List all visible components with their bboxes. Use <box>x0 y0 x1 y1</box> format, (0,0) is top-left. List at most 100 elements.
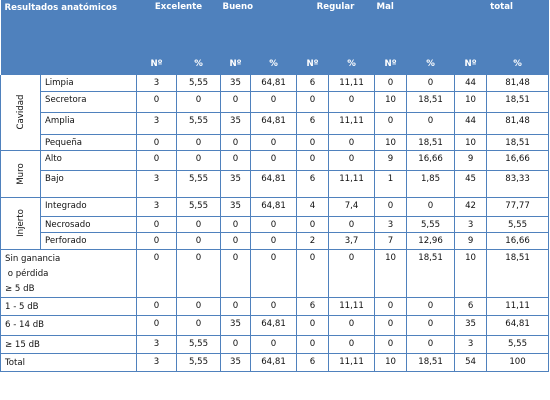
row-group-label: Cavidad <box>15 94 26 130</box>
table-row: Perforado 0 0 0 0 2 3,7 7 12,96 9 16,66 <box>1 232 550 250</box>
table-cell: 3,7 <box>328 232 376 250</box>
table-row: Muro Alto 0 0 0 0 0 0 9 16,66 9 16,66 <box>0 150 550 198</box>
table-cell: 6 <box>296 297 330 316</box>
table-cell: 16,66 <box>486 232 550 250</box>
table-row: Pequeña 0 0 0 0 0 0 10 18,51 10 18,51 <box>1 134 550 151</box>
row-group-label-cell: Injerto <box>0 197 41 250</box>
table-cell: 16,66 <box>486 150 550 171</box>
table-cell: 11,11 <box>328 112 376 135</box>
table-cell: 10 <box>374 249 408 298</box>
table-cell: 0 <box>176 91 222 113</box>
table-row: Secretora 0 0 0 0 0 0 10 18,51 10 18,51 <box>1 91 550 113</box>
table-cell: 0 <box>176 134 222 151</box>
table-cell: 64,81 <box>250 75 298 92</box>
anatomical-results-table: Resultados anatómicos Excelente Bueno Re… <box>0 0 550 372</box>
header-blank <box>1 54 137 75</box>
table-cell: 12,96 <box>406 232 456 250</box>
sub-header: % <box>426 59 435 69</box>
table-cell: 0 <box>250 134 298 151</box>
group-header-excelente: Excelente <box>154 2 203 12</box>
table-cell: 0 <box>220 216 252 233</box>
group-header-regular: Regular <box>316 2 355 12</box>
table-cell: 64,81 <box>250 353 298 372</box>
table-cell: 35 <box>454 315 488 336</box>
sub-header: Nº <box>229 59 242 69</box>
table-row: 1 - 5 dB 0 0 0 0 6 11,11 0 0 6 11,11 <box>0 297 550 316</box>
row-group-label-cell: Muro <box>0 150 41 198</box>
table-cell: 0 <box>296 91 330 113</box>
table-cell: 0 <box>328 249 376 298</box>
table-cell: 18,51 <box>406 249 456 298</box>
row-label: Perforado <box>40 232 137 250</box>
table-cell: 42 <box>454 197 488 217</box>
table-cell: 10 <box>454 249 488 298</box>
table-cell: 0 <box>176 150 222 171</box>
table-cell: 0 <box>250 297 298 316</box>
table-cell: 0 <box>220 150 252 171</box>
table-row: Amplia 3 5,55 35 64,81 6 11,11 0 0 44 81,48 <box>1 112 550 135</box>
table-cell: 0 <box>374 297 408 316</box>
row-label-line: ≥ 5 dB <box>5 283 35 294</box>
table-cell: 64,81 <box>250 315 298 336</box>
row-label: 1 - 5 dB <box>0 297 137 316</box>
table-cell: 5,55 <box>176 75 222 92</box>
table-cell: 0 <box>176 232 222 250</box>
table-cell: 6 <box>296 112 330 135</box>
table-cell: 0 <box>136 249 177 298</box>
table-cell: 100 <box>486 353 550 372</box>
row-label: Sin ganancia o pérdida ≥ 5 dB <box>0 249 137 298</box>
table-row: ≥ 15 dB 3 5,55 0 0 0 0 0 0 3 5,55 <box>0 335 550 354</box>
table-cell: 0 <box>220 134 252 151</box>
row-label: Total <box>0 353 137 372</box>
row-label-line: Sin ganancia <box>5 253 61 264</box>
table-cell: 3 <box>374 216 408 233</box>
table-cell: 11,11 <box>328 75 376 92</box>
row-label-line: o pérdida <box>5 268 49 279</box>
table-cell: 3 <box>136 170 177 198</box>
table-cell: 54 <box>454 353 488 372</box>
sub-header: % <box>513 59 522 69</box>
table-cell: 0 <box>406 297 456 316</box>
row-label: Secretora <box>40 91 137 113</box>
table-cell: 0 <box>406 315 456 336</box>
table-cell: 5,55 <box>176 335 222 354</box>
table-cell: 1 <box>374 170 408 198</box>
row-label-line: 6 - 14 dB <box>5 319 45 330</box>
row-label-line: Total <box>5 357 26 368</box>
table-cell: 35 <box>220 197 252 217</box>
table-cell: 16,66 <box>406 150 456 171</box>
table-cell: 44 <box>454 112 488 135</box>
table-cell: 35 <box>220 170 252 198</box>
table-cell: 0 <box>328 335 376 354</box>
table-cell: 5,55 <box>486 335 550 354</box>
table-cell: 0 <box>296 249 330 298</box>
table-cell: 0 <box>220 335 252 354</box>
table-cell: 0 <box>176 297 222 316</box>
table-cell: 0 <box>250 232 298 250</box>
table-cell: 64,81 <box>250 112 298 135</box>
table-cell: 0 <box>250 249 298 298</box>
table-cell: 3 <box>454 335 488 354</box>
table-cell: 0 <box>296 134 330 151</box>
table-cell: 0 <box>176 216 222 233</box>
table-cell: 11,11 <box>328 170 376 198</box>
table-cell: 0 <box>374 75 408 92</box>
table-row: Injerto Integrado 3 5,55 35 64,81 4 7,4 0 0 42 77,7… <box>0 197 550 250</box>
header-row-sub: Nº % Nº % Nº % Nº % Nº % <box>0 54 549 75</box>
table-cell: 3 <box>136 335 177 354</box>
table-cell: 0 <box>136 216 177 233</box>
table-cell: 4 <box>296 197 330 217</box>
table-cell: 5,55 <box>486 216 550 233</box>
table-cell: 18,51 <box>406 91 456 113</box>
table-cell: 0 <box>136 150 177 171</box>
table-cell: 18,51 <box>406 134 456 151</box>
table-cell: 0 <box>296 315 330 336</box>
table-cell: 64,81 <box>486 315 550 336</box>
row-label: Alto <box>40 150 137 171</box>
table-cell: 6 <box>296 75 330 92</box>
row-label: Amplia <box>40 112 137 135</box>
row-group-label-cell: Cavidad <box>0 75 41 151</box>
table-cell: 0 <box>296 335 330 354</box>
table-cell: 7 <box>374 232 408 250</box>
